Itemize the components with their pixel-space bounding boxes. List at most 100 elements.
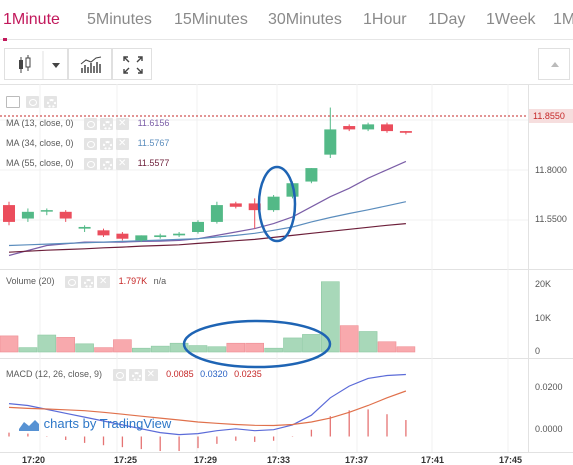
volume-bar: [302, 334, 321, 353]
candle: [399, 131, 412, 135]
volume-bar: [377, 341, 397, 353]
candle: [173, 232, 186, 238]
candle: [78, 225, 91, 232]
candle-body: [399, 131, 412, 133]
annotation-ellipse-candle: [257, 165, 297, 243]
series-style-icon[interactable]: [6, 95, 20, 108]
toolbar-divider: [0, 84, 573, 85]
ma55-line: [8, 223, 406, 253]
price-tick: 11.5500: [535, 214, 567, 224]
indicators-button[interactable]: [68, 48, 112, 80]
candle: [210, 201, 223, 224]
collapse-toolbar-button[interactable]: [538, 48, 570, 80]
annotation-ellipse-volume: [182, 319, 332, 369]
tab-15minutes[interactable]: 15Minutes: [174, 11, 248, 28]
macd-tick: 0.0200: [535, 382, 563, 392]
price-tick: 11.8000: [535, 165, 567, 175]
volume-bar: [75, 343, 94, 353]
close-icon[interactable]: [97, 275, 111, 289]
candle-body: [154, 235, 167, 238]
volume-bar: [188, 345, 208, 353]
tradingview-logo-icon: [19, 419, 39, 431]
tab-5minutes[interactable]: 5Minutes: [87, 11, 152, 28]
volume-bar: [358, 331, 378, 353]
macd-value-histogram: 0.0085: [166, 369, 194, 379]
eye-icon[interactable]: [84, 157, 98, 170]
candle: [154, 233, 167, 239]
chart-toolbar: [0, 44, 573, 84]
macd-line: [8, 373, 406, 436]
candle-body: [248, 203, 261, 211]
gear-icon[interactable]: [100, 137, 114, 150]
candle: [229, 201, 242, 209]
volume-tick: 20K: [535, 279, 552, 289]
candle: [135, 235, 148, 243]
eye-icon[interactable]: [65, 275, 79, 288]
gear-icon[interactable]: [100, 117, 114, 130]
macd-legend: MACD (12, 26, close, 9) 0.0085 0.0320 0.…: [6, 367, 262, 382]
volume-bar: [113, 339, 132, 353]
candle-body: [324, 129, 337, 155]
candle: [116, 232, 129, 241]
fullscreen-icon: [123, 56, 143, 74]
volume-tick: 0: [535, 346, 541, 356]
tab-1hour[interactable]: 1Hour: [363, 11, 407, 28]
indicators-icon: [80, 56, 102, 73]
ma13-line: [8, 160, 407, 257]
close-icon[interactable]: [116, 117, 130, 131]
candle: [97, 228, 110, 238]
legend-ma34-value: 11.5767: [137, 138, 170, 148]
volume-bar: [150, 345, 170, 353]
candle: [343, 124, 356, 132]
candle-body: [59, 211, 72, 219]
candle-body: [192, 221, 204, 232]
series-legend: [6, 94, 58, 108]
tab-1day[interactable]: 1Day: [428, 11, 466, 28]
chart-style-button[interactable]: [4, 48, 68, 80]
close-icon[interactable]: [116, 137, 130, 151]
fullscreen-button[interactable]: [112, 48, 152, 80]
price-axis-divider: [528, 84, 529, 452]
volume-bar: [245, 342, 264, 353]
gear-icon[interactable]: [44, 95, 58, 108]
candle-body: [210, 205, 223, 222]
tab-1month[interactable]: 1M: [553, 11, 573, 28]
close-icon[interactable]: [144, 368, 158, 382]
time-tick: 17:29: [194, 455, 218, 465]
eye-icon[interactable]: [112, 368, 126, 381]
volume-bar: [264, 347, 283, 353]
candle: [21, 208, 34, 222]
gear-icon[interactable]: [128, 368, 142, 381]
gear-icon[interactable]: [81, 275, 95, 288]
timeframe-tabs: 1Minute 5Minutes 15Minutes 30Minutes 1Ho…: [0, 0, 573, 41]
volume-tick: 10K: [535, 313, 552, 323]
tab-1minute[interactable]: 1Minute: [3, 11, 60, 28]
time-tick: 17:33: [267, 455, 291, 465]
volume-bar: [132, 347, 151, 353]
tab-1week[interactable]: 1Week: [486, 11, 536, 28]
volume-legend-value-2: n/a: [153, 276, 167, 286]
close-icon[interactable]: [116, 157, 130, 171]
gear-icon[interactable]: [100, 157, 114, 170]
time-tick: 17:37: [345, 455, 369, 465]
eye-icon[interactable]: [25, 95, 39, 108]
candle-body: [305, 168, 318, 182]
eye-icon[interactable]: [84, 137, 98, 150]
eye-icon[interactable]: [84, 117, 98, 130]
volume-bar: [396, 346, 416, 353]
candle-body: [116, 233, 129, 239]
candle: [192, 220, 204, 234]
candle: [381, 122, 393, 133]
candle: [59, 210, 72, 222]
legend-ma55-value: 11.5577: [137, 158, 170, 168]
volume-bar: [18, 347, 38, 353]
tab-30minutes[interactable]: 30Minutes: [268, 11, 342, 28]
legend-ma55-label: MA (55, close, 0): [6, 158, 74, 168]
macd-value-signal: 0.0235: [234, 369, 262, 379]
caret-up-icon: [551, 62, 559, 67]
watermark-text: charts by TradingView: [43, 416, 172, 431]
legend-ma13-value: 11.6156: [137, 118, 170, 128]
candle-body: [21, 211, 34, 219]
tradingview-watermark[interactable]: charts by TradingView: [18, 416, 171, 432]
